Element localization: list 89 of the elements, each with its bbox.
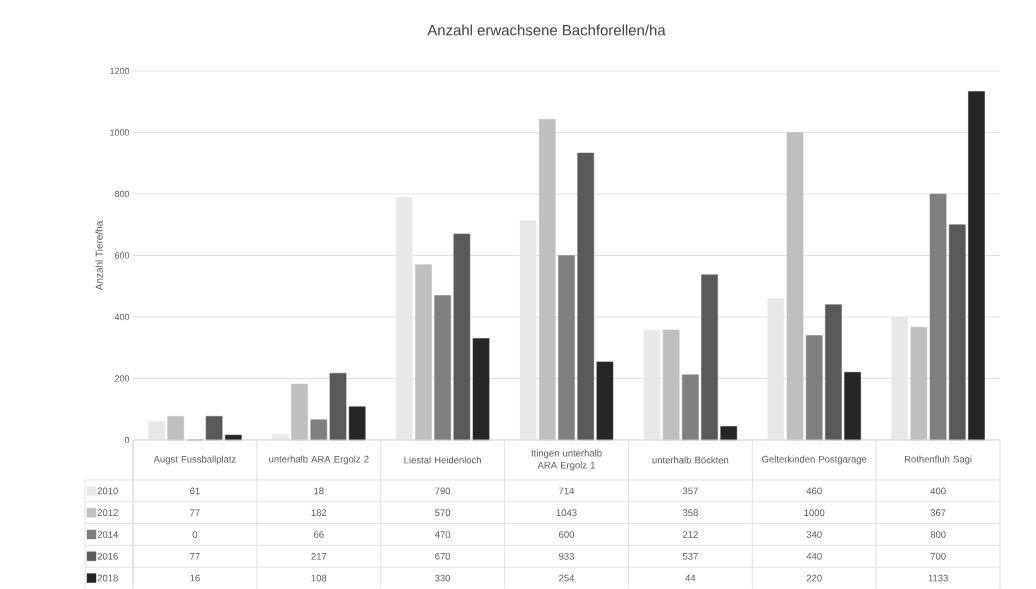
legend-label: 2010: [97, 487, 118, 495]
bar: [519, 220, 537, 441]
data-label: 66: [314, 531, 324, 538]
data-label: 460: [806, 487, 822, 495]
y-tick-label: 600: [114, 252, 130, 259]
data-label: 108: [311, 574, 327, 582]
data-label: 790: [435, 487, 451, 495]
bar: [577, 152, 595, 441]
data-label: 933: [559, 552, 574, 560]
data-label: 330: [435, 574, 451, 582]
bar: [148, 420, 165, 441]
data-label: 77: [190, 553, 200, 560]
data-label: 77: [190, 509, 200, 516]
bar: [701, 274, 718, 441]
bar: [596, 361, 614, 441]
chart-title: Anzahl erwachsene Bachforellen/ha: [427, 24, 666, 36]
y-tick-label: 1000: [110, 129, 130, 136]
data-label: 212: [682, 531, 698, 538]
data-label: 1000: [804, 509, 825, 517]
x-tick-label: Gelterkinden Postgarage: [762, 455, 867, 465]
data-label: 358: [682, 509, 698, 517]
bar: [472, 338, 490, 441]
data-label: 254: [559, 574, 575, 582]
bar: [910, 326, 928, 441]
bar: [329, 373, 347, 441]
bar: [968, 91, 985, 441]
x-tick-label: Itingen unterhalb ARA Ergolz 1: [531, 449, 602, 471]
data-label: 570: [435, 509, 451, 517]
data-label: 714: [559, 487, 575, 495]
bar: [539, 119, 556, 441]
data-label: 217: [311, 552, 327, 560]
x-tick-label: Rothenfluh Sagi: [904, 455, 972, 465]
x-tick-label: unterhalb ARA Ergolz 2: [269, 455, 369, 465]
bar: [167, 416, 185, 441]
y-tick-label: 400: [114, 313, 130, 321]
x-tick-label: Augst Fussballplatz: [153, 455, 236, 465]
x-tick-label: unterhalb Böckten: [652, 456, 729, 464]
bar: [786, 132, 804, 441]
data-label: 44: [685, 574, 696, 582]
data-label: 357: [682, 487, 698, 495]
data-label: 600: [559, 531, 575, 538]
data-label: 61: [190, 487, 200, 495]
y-tick-label: 1200: [110, 67, 130, 75]
legend-label: 2016: [97, 552, 118, 560]
y-tick-label: 800: [114, 190, 130, 198]
bar: [395, 196, 413, 441]
data-label: 470: [434, 531, 451, 538]
data-label: 800: [930, 531, 946, 538]
bar: [310, 419, 328, 441]
bar: [453, 233, 471, 441]
data-label: 16: [190, 574, 200, 582]
bar: [767, 298, 785, 441]
data-label: 400: [930, 487, 946, 495]
bar: [348, 406, 366, 441]
bar: [434, 295, 451, 441]
legend-label: 2012: [97, 509, 118, 517]
data-label: 670: [435, 552, 451, 560]
data-label: 340: [806, 531, 822, 538]
data-label: 182: [311, 509, 327, 517]
data-label: 367: [930, 509, 946, 517]
data-label: 18: [314, 487, 324, 495]
y-axis-title: Anzahl Tiere/ha: [95, 220, 103, 291]
y-tick-label: 200: [114, 375, 130, 382]
data-label: 220: [806, 574, 822, 582]
bar: [929, 193, 947, 441]
bar: [825, 304, 842, 441]
bar: [643, 329, 661, 441]
bar: [205, 416, 223, 441]
x-tick-label: Liestal Heidenloch: [404, 456, 481, 464]
bar: [291, 383, 308, 441]
data-label: 1133: [928, 574, 948, 582]
bar: [948, 224, 966, 441]
bar: [662, 329, 680, 441]
bar: [891, 316, 908, 441]
bar: [225, 434, 242, 441]
data-label: 1043: [556, 509, 577, 517]
legend-label: 2014: [97, 531, 118, 538]
bar: [415, 264, 432, 441]
bar: [682, 374, 699, 441]
data-label: 700: [930, 552, 946, 560]
bar: [805, 335, 823, 441]
y-tick-label: 0: [124, 436, 130, 444]
data-label: 440: [806, 552, 822, 560]
legend-label: 2018: [97, 574, 118, 582]
data-label: 537: [682, 552, 698, 560]
bar: [720, 426, 738, 441]
data-label: 0: [192, 531, 198, 538]
bar: [558, 255, 575, 441]
bar: [844, 372, 861, 441]
